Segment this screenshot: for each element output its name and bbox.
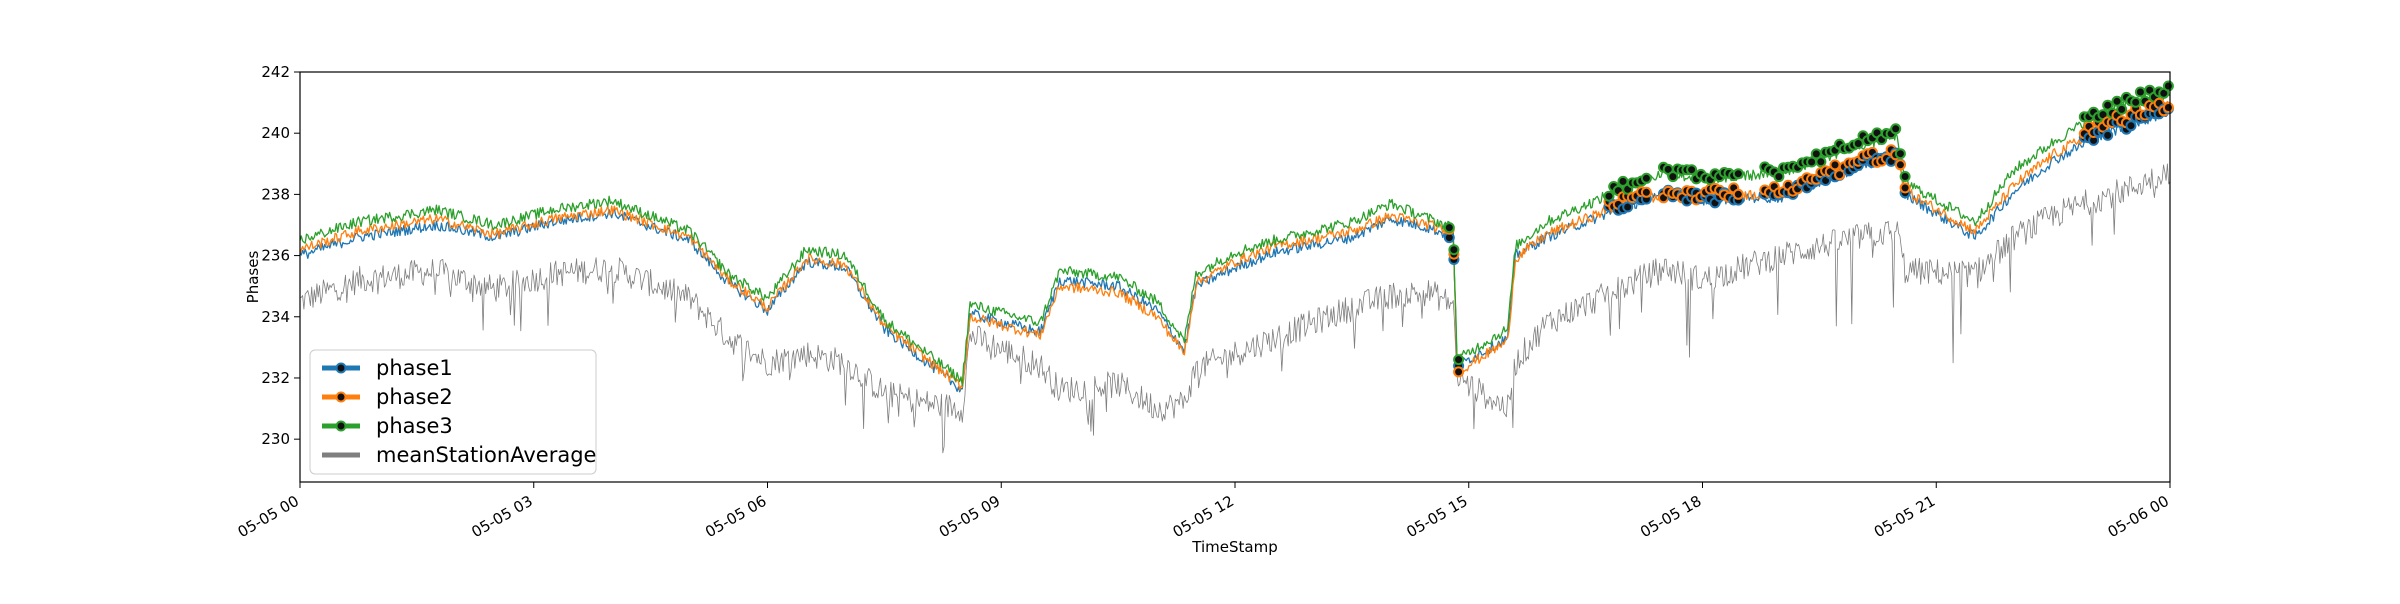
legend-label-phase3: phase3 xyxy=(376,414,453,438)
x-tick-label: 05-05 15 xyxy=(1403,492,1470,541)
x-tick-label: 05-05 03 xyxy=(468,492,535,541)
data-point-phase3 xyxy=(1815,156,1827,168)
y-axis-label: Phases xyxy=(244,251,262,304)
data-point-phase2 xyxy=(1899,182,1911,194)
data-point-phase1 xyxy=(1622,201,1634,213)
legend-box xyxy=(309,349,597,475)
x-axis: 05-05 00 05-05 03 05-05 06 05-05 09 05-05 12… xyxy=(235,482,2172,541)
x-tick-label: 05-05 18 xyxy=(1637,492,1704,541)
data-point-phase3 xyxy=(2130,96,2142,108)
legend-marker-phase2 xyxy=(335,391,347,403)
data-point-phase3 xyxy=(2162,80,2174,92)
x-tick-label: 05-05 12 xyxy=(1170,492,1237,541)
y-tick-label: 236 xyxy=(261,247,290,265)
data-point-phase2 xyxy=(1453,366,1465,378)
data-point-phase3 xyxy=(1443,222,1455,234)
y-tick-label: 234 xyxy=(261,308,290,326)
data-point-phase3 xyxy=(2134,86,2146,98)
data-point-phase2 xyxy=(1894,159,1906,171)
data-point-phase1 xyxy=(2102,129,2114,141)
data-point-phase3 xyxy=(1453,354,1465,366)
data-point-phase3 xyxy=(1603,190,1615,202)
marker-layer xyxy=(1443,80,2174,378)
x-tick-label: 05-06 00 xyxy=(2105,492,2172,541)
data-point-phase3 xyxy=(1732,168,1744,180)
y-tick-label: 238 xyxy=(261,185,290,203)
x-tick-label: 05-05 21 xyxy=(1871,492,1938,541)
x-tick-label: 05-05 06 xyxy=(702,492,769,541)
data-point-phase3 xyxy=(2116,103,2128,115)
legend-label-phase1: phase1 xyxy=(376,356,453,380)
x-tick-label: 05-05 09 xyxy=(936,492,1003,541)
data-point-phase2 xyxy=(2162,102,2174,113)
legend-marker-phase3 xyxy=(335,420,347,432)
y-axis: 230 232 234 236 238 240 242 xyxy=(261,63,300,448)
data-point-phase3 xyxy=(1852,138,1864,149)
x-axis-label: TimeStamp xyxy=(1191,538,1277,556)
x-tick-label: 05-05 00 xyxy=(235,492,302,541)
data-point-phase3 xyxy=(1640,172,1652,184)
data-point-phase3 xyxy=(1894,148,1906,160)
legend-marker-phase1 xyxy=(335,362,347,374)
data-point-phase3 xyxy=(2102,99,2114,111)
legend-label-meanStationAverage: meanStationAverage xyxy=(376,443,596,467)
data-point-phase1 xyxy=(2125,120,2137,132)
legend-label-phase2: phase2 xyxy=(376,385,453,409)
data-point-phase2 xyxy=(1640,186,1652,198)
data-point-phase2 xyxy=(1834,169,1846,181)
data-point-phase3 xyxy=(1890,123,1902,135)
data-point-phase3 xyxy=(2111,95,2123,107)
data-point-phase2 xyxy=(1829,159,1841,171)
data-point-phase3 xyxy=(1773,171,1785,183)
series-line-meanStationAverage xyxy=(299,163,2171,454)
y-tick-label: 232 xyxy=(261,369,290,387)
data-point-phase3 xyxy=(1448,244,1460,256)
y-tick-label: 240 xyxy=(261,124,290,142)
y-tick-label: 242 xyxy=(261,63,290,81)
data-point-phase3 xyxy=(1899,171,1911,182)
y-tick-label: 230 xyxy=(261,430,290,448)
data-point-phase3 xyxy=(1686,164,1698,176)
data-point-phase2 xyxy=(1732,188,1744,200)
data-point-phase3 xyxy=(1667,171,1679,183)
legend: phase1 phase2 phase3 meanStationAverage xyxy=(309,349,597,475)
